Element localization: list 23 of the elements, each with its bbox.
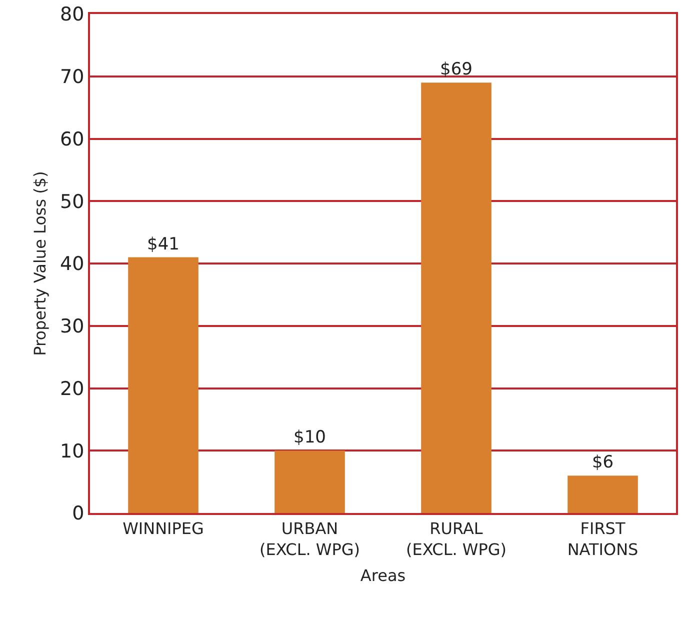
data-label: $41 bbox=[147, 234, 180, 254]
bar bbox=[568, 476, 638, 513]
bar bbox=[421, 82, 492, 513]
data-label: $6 bbox=[592, 452, 614, 473]
y-tick-label: 50 bbox=[60, 190, 84, 213]
y-tick-label: 20 bbox=[60, 378, 84, 400]
y-tick-label: 0 bbox=[72, 502, 84, 525]
y-tick-label: 30 bbox=[60, 316, 84, 338]
x-tick-label: FIRST NATIONS bbox=[567, 519, 638, 559]
y-tick-label: 40 bbox=[60, 253, 84, 276]
bar bbox=[128, 257, 198, 513]
y-tick-label: 60 bbox=[60, 128, 84, 150]
x-axis-title: Areas bbox=[360, 566, 406, 586]
data-label: $10 bbox=[294, 428, 326, 448]
data-label: $69 bbox=[440, 60, 472, 80]
y-tick-label: 70 bbox=[60, 66, 84, 88]
y-tick-label: 10 bbox=[60, 440, 84, 462]
y-tick-label: 80 bbox=[60, 4, 84, 26]
x-tick-label: URBAN (EXCL. WPG) bbox=[259, 519, 360, 559]
x-tick-label: RURAL (EXCL. WPG) bbox=[406, 519, 507, 559]
x-tick-label: WINNIPEG bbox=[122, 519, 204, 538]
y-axis-title: Property Value Loss ($) bbox=[30, 171, 50, 356]
bar bbox=[274, 450, 345, 513]
